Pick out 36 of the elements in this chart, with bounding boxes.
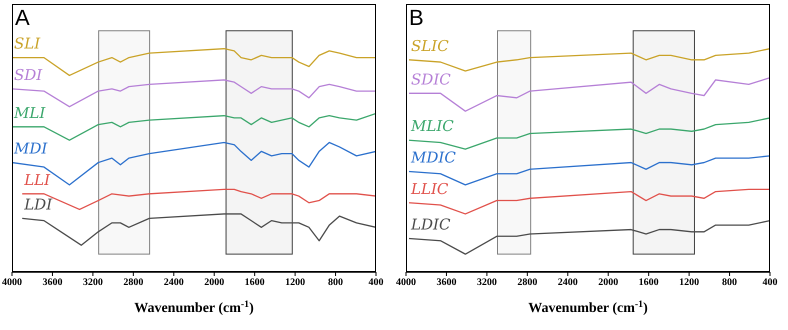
series-label: SLIC xyxy=(411,36,450,55)
series-label: MLIC xyxy=(410,117,454,136)
series-label: LDI xyxy=(23,195,54,214)
x-tick-label: 3200 xyxy=(476,277,497,288)
series-label: LDIC xyxy=(410,216,451,234)
x-tick-label: 800 xyxy=(328,277,344,288)
x-tick-label: 2000 xyxy=(204,277,224,288)
x-tick-label: 400 xyxy=(762,277,778,288)
series-label: MDIC xyxy=(410,148,456,166)
x-tick-label: 3200 xyxy=(82,277,103,288)
x-tick-label: 800 xyxy=(722,277,738,288)
series-label: LLI xyxy=(23,170,52,189)
x-tick-label: 2800 xyxy=(123,277,144,288)
x-tick-label: 2400 xyxy=(164,277,184,288)
x-tick-label: 1600 xyxy=(638,277,659,288)
x-tick-label: 2400 xyxy=(558,277,578,288)
x-tick-label: 3600 xyxy=(436,277,456,288)
x-tick-label: 1200 xyxy=(285,277,306,288)
x-axis-title: Wavenumber (cm$^{-1}$) xyxy=(528,298,648,316)
series-label: SLI xyxy=(14,34,42,53)
x-tick-label: 400 xyxy=(368,277,384,288)
series-label: SDI xyxy=(14,66,44,84)
x-tick-label: 2800 xyxy=(517,277,538,288)
text: B xyxy=(409,5,424,31)
x-tick-label: 4000 xyxy=(2,277,22,288)
x-tick-label: 1200 xyxy=(679,277,700,288)
x-tick-label: 4000 xyxy=(396,277,416,288)
series-label: LLIC xyxy=(410,180,449,198)
x-tick-label: 3600 xyxy=(42,277,62,288)
x-tick-label: 2000 xyxy=(598,277,618,288)
series-label: MDI xyxy=(13,140,48,158)
text: A xyxy=(15,5,30,31)
x-tick-label: 1600 xyxy=(244,277,265,288)
series-label: SDIC xyxy=(411,70,452,88)
series-label: MLI xyxy=(13,104,46,122)
x-axis-title: Wavenumber (cm$^{-1}$) xyxy=(134,298,254,316)
